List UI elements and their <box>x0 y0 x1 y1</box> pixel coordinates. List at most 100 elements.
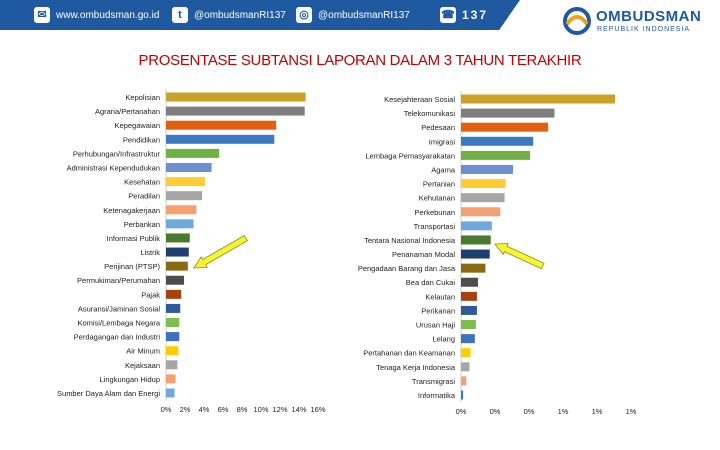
twitter-icon: t <box>172 7 188 23</box>
category-label: Listrik <box>140 248 160 257</box>
category-label: Kehutanan <box>419 194 455 203</box>
category-label: Transportasi <box>414 222 456 231</box>
website-text: www.ombudsman.go.id <box>56 9 160 21</box>
category-label: Kesehatan <box>124 178 160 187</box>
bar <box>461 164 514 174</box>
x-tick-label: 1% <box>592 407 603 416</box>
x-tick-label: 6% <box>218 405 229 414</box>
category-label: Pertanian <box>423 180 455 189</box>
category-label: Kejaksaan <box>125 361 160 370</box>
category-label: Kesejahteraan Sosial <box>384 95 455 104</box>
bar <box>166 191 203 201</box>
category-label: Lingkungan Hidup <box>100 375 160 384</box>
highlight-arrows <box>193 234 545 270</box>
x-tick-label: 0% <box>161 405 172 414</box>
mail-icon: ✉ <box>34 7 50 23</box>
x-tick-label: 2% <box>180 405 191 414</box>
category-label: Perhubungan/Infrastruktur <box>73 149 161 158</box>
bar <box>166 233 190 243</box>
yellow-arrow-icon <box>493 243 545 270</box>
twitter-text: @ombudsmanRI137 <box>194 9 286 21</box>
chart-title: PROSENTASE SUBTANSI LAPORAN DALAM 3 TAHU… <box>138 52 582 69</box>
bar <box>166 332 180 342</box>
x-tick-label: 1% <box>626 407 637 416</box>
bar <box>461 108 555 118</box>
bar <box>166 162 212 172</box>
hotline-text: 137 <box>462 8 489 22</box>
category-label: Asuransi/Jaminan Sosial <box>78 304 160 313</box>
category-label: Agraria/Pertanahan <box>95 107 160 116</box>
category-label: Bea dan Cukai <box>406 278 456 287</box>
ombudsman-logo: OMBUDSMAN REPUBLIK INDONESIA <box>560 4 716 38</box>
category-label: Air Minum <box>126 347 160 356</box>
bar <box>461 305 477 315</box>
bar <box>166 275 185 285</box>
instagram-link[interactable]: ◎ @ombudsmanRI137 <box>296 6 410 24</box>
x-tick-label: 14% <box>291 405 306 414</box>
bar <box>166 219 194 229</box>
header-bar: ✉ www.ombudsman.go.id t @ombudsmanRI137 … <box>0 0 720 40</box>
bar <box>166 261 188 271</box>
bar <box>166 388 175 398</box>
bar <box>461 390 464 400</box>
category-label: Lembaga Pemasyarakatan <box>365 151 455 160</box>
hotline-link[interactable]: ☎ 137 <box>440 6 488 24</box>
x-tick-label: 0% <box>524 407 535 416</box>
bar <box>166 247 189 257</box>
category-label: Pendidikan <box>123 135 160 144</box>
right-bar-chart: Kesejahteraan Sosial Telekomunikasi Pedesa… <box>358 91 637 416</box>
bar <box>461 334 475 344</box>
category-label: Penanaman Modal <box>392 250 455 259</box>
logo-subtitle: REPUBLIK INDONESIA <box>597 26 691 33</box>
social-band: ✉ www.ombudsman.go.id t @ombudsmanRI137 … <box>0 0 520 30</box>
category-label: Lelang <box>432 335 455 344</box>
x-tick-label: 10% <box>253 405 268 414</box>
category-label: Sumber Daya Alam dan Energi <box>57 389 160 398</box>
instagram-text: @ombudsmanRI137 <box>318 9 410 21</box>
bar <box>461 362 470 372</box>
x-tick-label: 8% <box>237 405 248 414</box>
bar <box>461 94 616 104</box>
category-label: Kelautan <box>425 292 455 301</box>
bar <box>166 318 180 328</box>
category-label: Pajak <box>141 290 160 299</box>
bar <box>166 360 178 370</box>
bar <box>461 221 492 231</box>
x-tick-label: 0% <box>456 407 467 416</box>
category-label: Perkebunan <box>415 208 455 217</box>
category-label: Agama <box>431 165 456 174</box>
phone-icon: ☎ <box>440 7 456 23</box>
bar <box>461 249 490 259</box>
bar <box>166 120 277 130</box>
website-link[interactable]: ✉ www.ombudsman.go.id <box>34 6 159 24</box>
bar <box>461 263 486 273</box>
twitter-link[interactable]: t @ombudsmanRI137 <box>172 6 286 24</box>
bar <box>166 289 182 299</box>
ombudsman-logo-icon <box>563 7 591 35</box>
bar <box>166 177 205 187</box>
category-label: Kepegawaian <box>115 121 160 130</box>
x-tick-label: 4% <box>199 405 210 414</box>
category-label: Informatika <box>418 391 456 400</box>
logo-name: OMBUDSMAN <box>596 8 702 25</box>
category-label: Pedesaan <box>421 123 455 132</box>
left-bar-chart: Kepolisian Agraria/Pertanahan Kepegawaian P… <box>57 89 326 414</box>
category-label: Imigrasi <box>429 137 456 146</box>
category-label: Tentara Nasional Indonesia <box>364 236 456 245</box>
bar <box>461 179 506 189</box>
bar <box>166 92 306 102</box>
category-label: Perbankan <box>124 220 160 229</box>
category-label: Transmigrasi <box>412 377 455 386</box>
category-label: Telekomunikasi <box>404 109 456 118</box>
bar <box>166 134 275 144</box>
category-label: Perijinan (PTSP) <box>104 262 160 271</box>
bar <box>461 193 505 203</box>
bar <box>461 235 491 245</box>
bar <box>166 374 176 384</box>
x-tick-label: 1% <box>558 407 569 416</box>
x-tick-label: 0% <box>490 407 501 416</box>
instagram-icon: ◎ <box>296 7 312 23</box>
category-label: Informasi Publik <box>107 234 161 243</box>
bar <box>166 205 197 215</box>
